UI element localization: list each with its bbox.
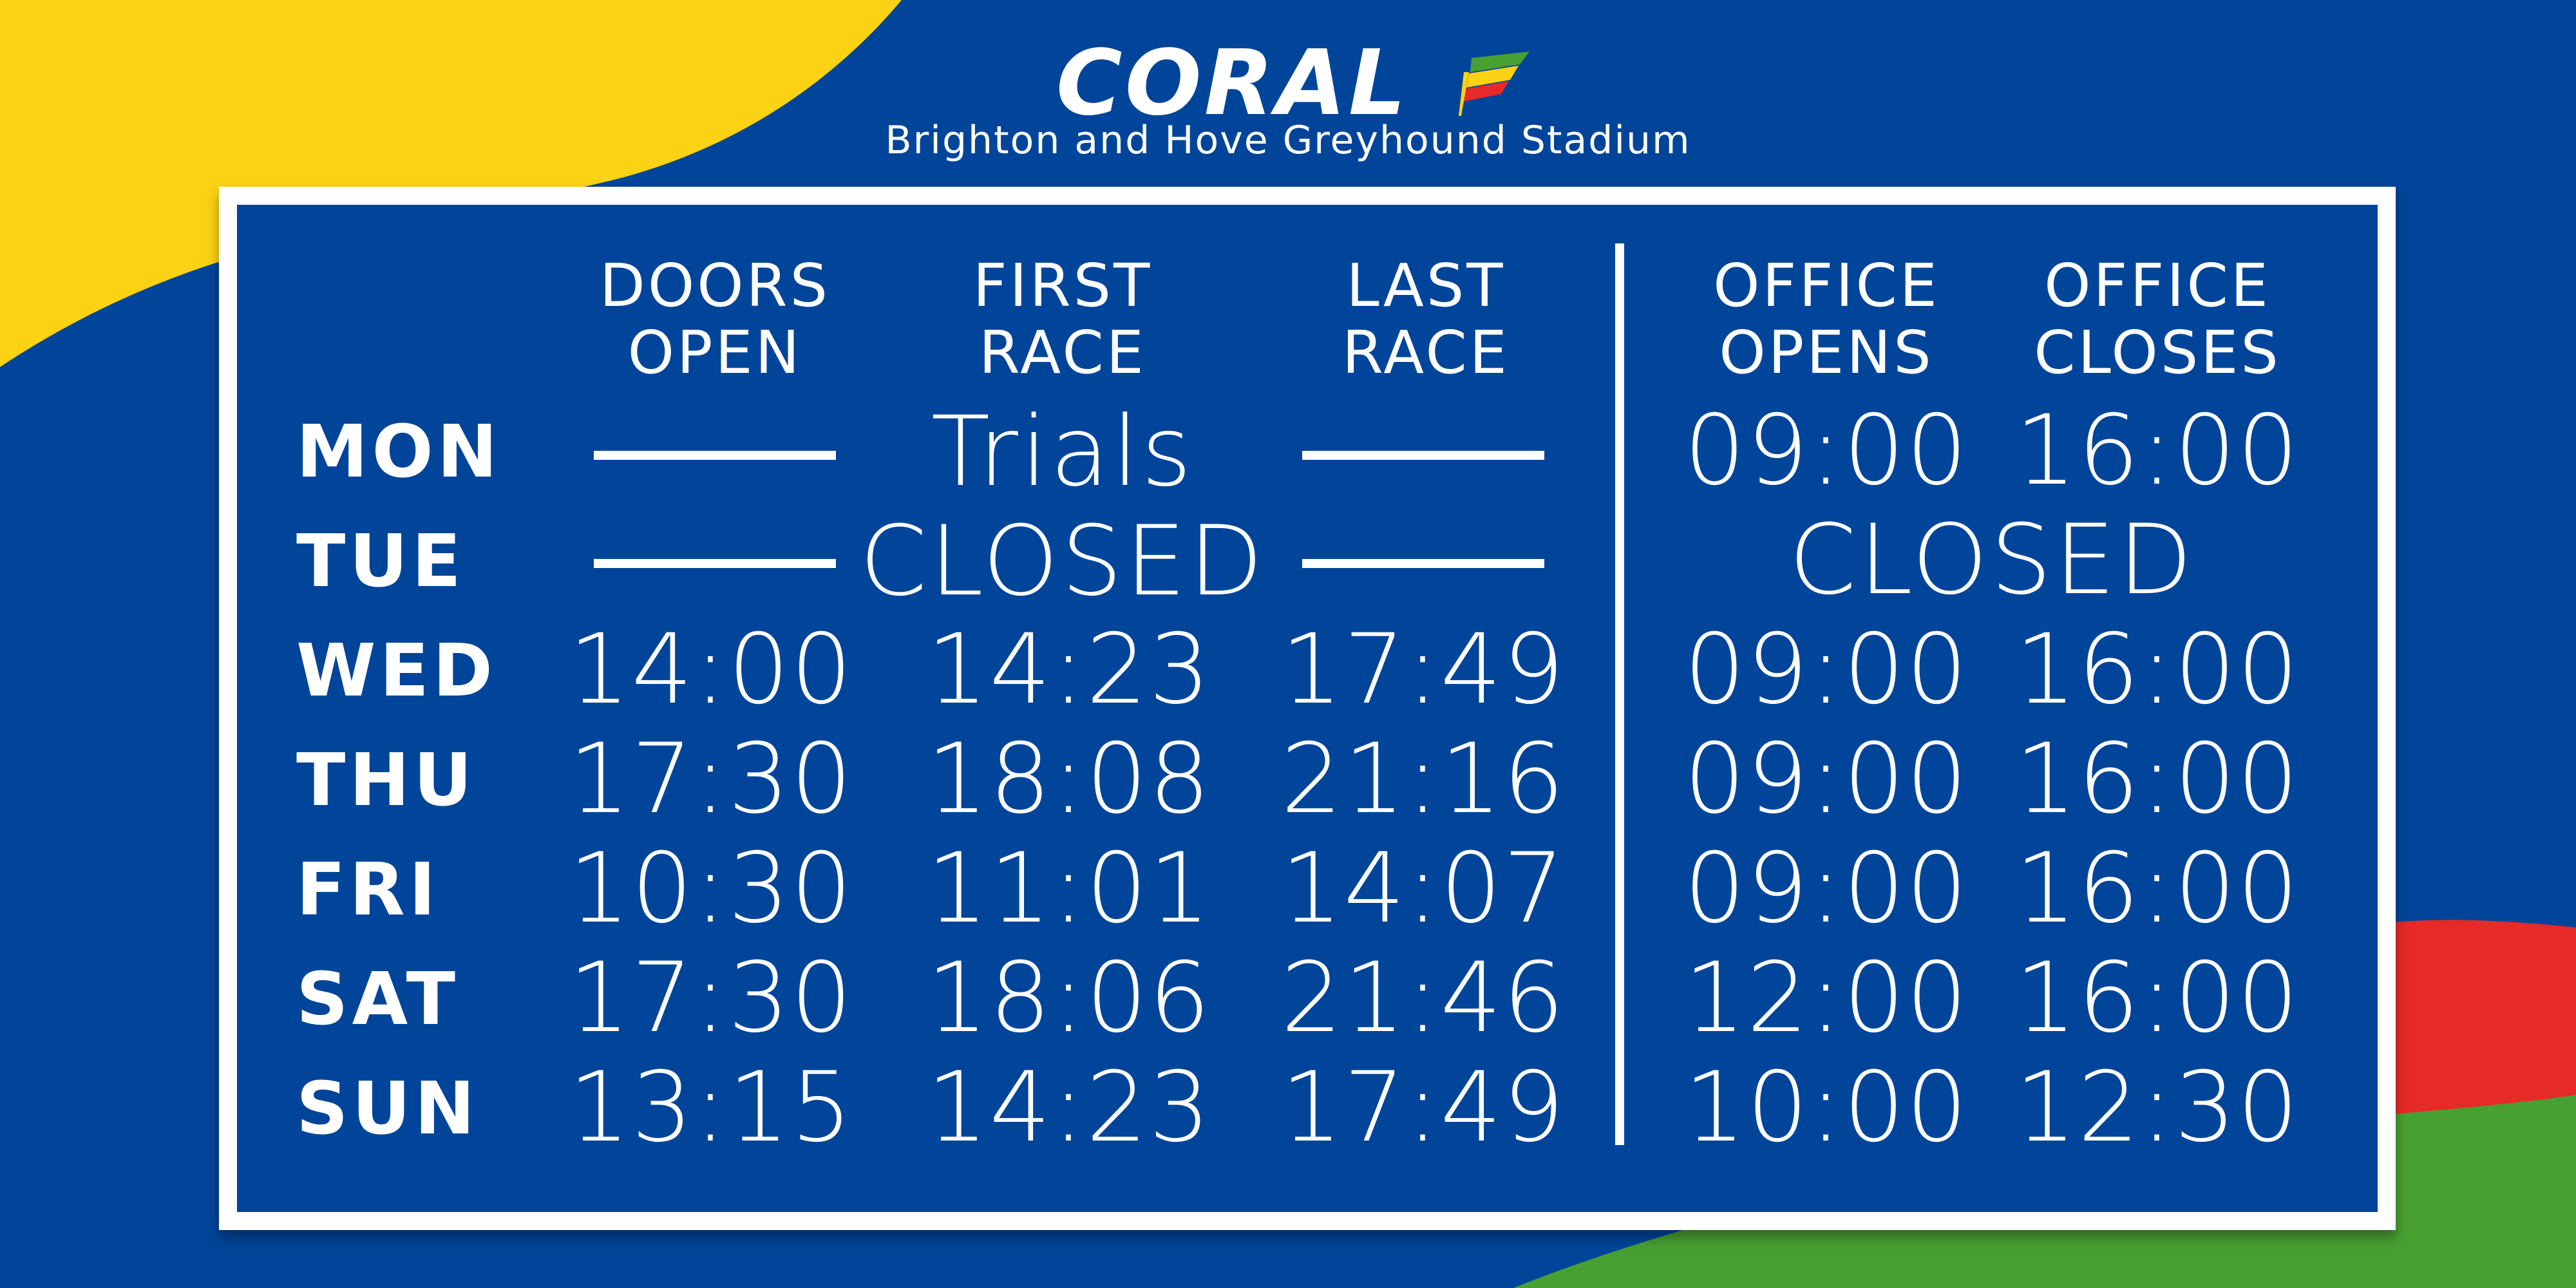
sat-doors-open: 17:30 [568, 942, 854, 1054]
coral-logo: CORAL [1056, 31, 1409, 136]
office-divider [1615, 243, 1624, 1145]
day-label-thu: THU [296, 739, 477, 822]
day-label-wed: WED [296, 629, 497, 713]
sat-last-race: 21:46 [1280, 942, 1566, 1054]
wed-office-opens: 09:00 [1683, 614, 1969, 726]
dash-tue-left [594, 559, 836, 568]
thu-doors-open: 17:30 [568, 723, 854, 835]
wed-office-closes: 16:00 [2014, 614, 2300, 726]
fri-office-opens: 09:00 [1683, 833, 1969, 945]
dash-tue-right [1302, 559, 1544, 568]
header-last-race: LAST RACE [1342, 251, 1510, 387]
day-label-sat: SAT [296, 958, 460, 1041]
header-office-closes: OFFICE CLOSES [2034, 251, 2281, 387]
mon-office-closes: 16:00 [2014, 395, 2300, 507]
mon-office-opens: 09:00 [1683, 395, 1969, 507]
fri-office-closes: 16:00 [2014, 833, 2300, 945]
schedule-board [219, 187, 2396, 1230]
coral-flag-icon [1459, 52, 1530, 116]
mon-race-note: Trials [931, 396, 1195, 508]
sun-last-race: 17:49 [1280, 1052, 1566, 1164]
dash-mon-right [1302, 451, 1544, 460]
day-label-tue: TUE [296, 520, 465, 603]
sun-office-opens: 10:00 [1683, 1052, 1969, 1164]
stadium-name: Brighton and Hove Greyhound Stadium [885, 118, 1691, 163]
logo-area: CORAL [0, 19, 2576, 135]
sun-doors-open: 13:15 [568, 1052, 854, 1164]
wed-last-race: 17:49 [1280, 614, 1566, 726]
fri-last-race: 14:07 [1280, 833, 1566, 945]
thu-first-race: 18:08 [926, 723, 1212, 835]
fri-first-race: 11:01 [926, 833, 1212, 945]
sun-office-closes: 12:30 [2014, 1052, 2300, 1164]
day-label-mon: MON [296, 410, 502, 494]
sat-office-opens: 12:00 [1683, 942, 1969, 1054]
thu-last-race: 21:16 [1280, 723, 1566, 835]
sat-office-closes: 16:00 [2014, 942, 2300, 1054]
dash-mon-left [594, 451, 836, 460]
thu-office-opens: 09:00 [1683, 723, 1969, 835]
red-corner-shape [2344, 920, 2576, 1133]
sat-first-race: 18:06 [926, 942, 1212, 1054]
wed-doors-open: 14:00 [568, 614, 854, 726]
sun-first-race: 14:23 [926, 1052, 1212, 1164]
tue-office-note: CLOSED [1788, 504, 2195, 616]
thu-office-closes: 16:00 [2014, 723, 2300, 835]
yellow-corner-shape [0, 0, 902, 367]
day-label-fri: FRI [296, 848, 440, 932]
wed-first-race: 14:23 [926, 614, 1212, 726]
day-label-sun: SUN [296, 1067, 479, 1151]
header-first-race: FIRST RACE [972, 251, 1153, 387]
fri-doors-open: 10:30 [568, 833, 854, 945]
tue-race-note: CLOSED [859, 506, 1266, 618]
header-doors-open: DOORS OPEN [600, 251, 830, 387]
header-office-opens: OFFICE OPENS [1713, 251, 1940, 387]
